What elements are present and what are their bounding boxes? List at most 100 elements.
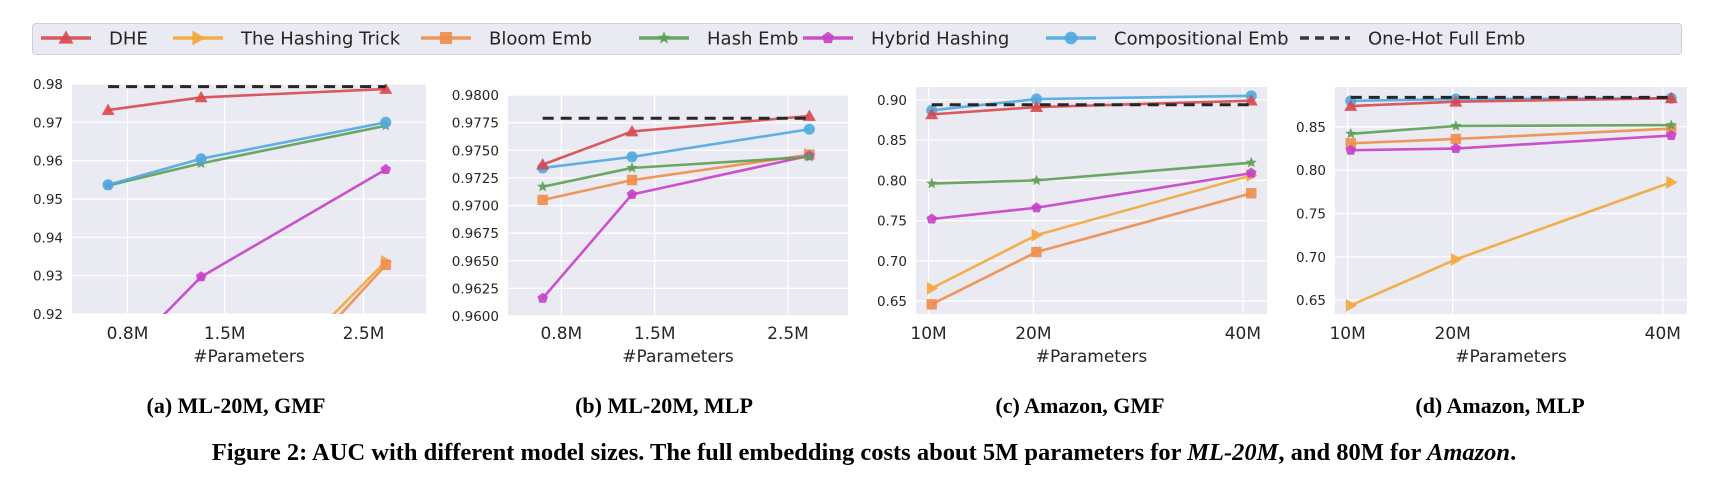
data-point-hash-emb: [803, 151, 815, 162]
caption-dataset-amazon: Amazon: [1427, 439, 1511, 466]
data-point-hybrid-hashing: [626, 188, 638, 199]
series-hybrid-hashing: [537, 150, 815, 303]
y-tick-label: 0.90: [877, 93, 907, 109]
data-point-dhe: [1344, 99, 1358, 111]
data-point-dhe: [625, 124, 639, 137]
data-point-hybrid-hashing: [380, 163, 391, 174]
x-tick-label: 40M: [1645, 324, 1681, 344]
y-tick-label: 0.9600: [452, 309, 499, 325]
subplot-a: 0.92 0.93 0.94 0.95 0.96 0.97 0.98 0.8M 1.5M 2.5M…: [33, 77, 426, 367]
series-group: [101, 84, 393, 314]
series-bloom-emb: [339, 259, 391, 314]
data-point-dhe: [536, 158, 550, 170]
caption-prefix: Figure 2: AUC with different model sizes…: [211, 439, 1188, 466]
legend-item-bloom-emb: Bloom Emb: [421, 29, 592, 50]
legend-marker-compositional-emb: [1064, 31, 1078, 45]
series-hash-emb: [926, 156, 1257, 189]
legend-label-dhe: DHE: [109, 29, 148, 50]
y-tick-label: 0.75: [877, 214, 907, 230]
subcaption-b: (b) ML-20M, MLP: [575, 393, 753, 418]
data-point-the-hashing-trick: [1666, 175, 1678, 189]
data-point-hash-emb: [537, 180, 549, 192]
caption-suffix: .: [1510, 439, 1517, 466]
series-group: [925, 90, 1258, 310]
plot-area: [1335, 87, 1687, 314]
data-point-hash-emb: [1030, 174, 1043, 186]
series-dhe: [536, 109, 816, 170]
legend-item-compositional-emb: Compositional Emb: [1046, 29, 1289, 50]
data-point-dhe: [925, 107, 939, 120]
data-point-dhe: [802, 109, 816, 121]
x-tick-label: 0.8M: [107, 324, 149, 344]
data-point-bloom-emb: [1246, 188, 1257, 199]
legend-item-the-hashing-trick: The Hashing Trick: [173, 29, 401, 50]
x-tick-label: 2.5M: [767, 324, 809, 344]
data-point-hybrid-hashing: [1450, 142, 1462, 153]
subplot-c: 0.65 0.70 0.75 0.80 0.85 0.90 10M 20M 40M #Parame…: [877, 87, 1267, 367]
legend-item-dhe: DHE: [41, 29, 148, 50]
legend-item-hash-emb: Hash Emb: [639, 29, 798, 50]
data-point-hash-emb: [1245, 156, 1257, 168]
x-tick-label: 10M: [1329, 324, 1365, 344]
legend-marker-dhe: [58, 30, 74, 44]
x-tick-label: 40M: [1225, 324, 1261, 344]
plot-area: [916, 87, 1267, 314]
y-tick-label: 0.9800: [452, 88, 499, 104]
y-tick-label: 0.85: [1296, 120, 1326, 136]
caption-dataset-ml20m: ML-20M: [1187, 439, 1279, 466]
y-tick-label: 0.80: [877, 173, 907, 189]
legend-label-compositional-emb: Compositional Emb: [1114, 29, 1289, 50]
x-axis-label: #Parameters: [1036, 347, 1148, 367]
y-tick-label: 0.9775: [452, 116, 499, 132]
x-tick-label: 2.5M: [343, 324, 385, 344]
y-tick-label: 0.70: [877, 254, 907, 270]
y-tick-label: 0.98: [33, 77, 63, 93]
subcaption-d: (d) Amazon, MLP: [1415, 393, 1585, 418]
data-point-compositional-emb: [803, 123, 815, 135]
data-point-hybrid-hashing: [1031, 202, 1042, 213]
y-tick-label: 0.9700: [452, 199, 499, 215]
data-point-the-hashing-trick: [1031, 228, 1043, 242]
data-point-hash-emb: [1665, 119, 1677, 130]
data-point-bloom-emb: [1666, 123, 1677, 134]
data-point-the-hashing-trick: [1450, 252, 1463, 266]
data-point-bloom-emb: [537, 194, 548, 206]
legend-marker-bloom-emb: [440, 32, 452, 44]
series-compositional-emb: [102, 116, 392, 191]
data-point-compositional-emb: [1030, 93, 1043, 105]
data-point-hybrid-hashing: [537, 292, 548, 303]
data-point-dhe: [1029, 100, 1043, 112]
series-hybrid-hashing: [1345, 129, 1677, 155]
data-point-bloom-emb: [1031, 246, 1042, 258]
y-tick-label: 0.85: [877, 133, 907, 149]
charts-svg: 0.92 0.93 0.94 0.95 0.96 0.97 0.98 0.8M 1.5M 2.5M…: [33, 77, 1687, 367]
legend-item-one-hot-full-emb: One-Hot Full Emb: [1300, 29, 1525, 50]
x-axis-label: #Parameters: [1455, 347, 1567, 367]
data-point-the-hashing-trick: [926, 281, 939, 295]
subplot-b: 0.9600 0.9625 0.9650 0.9675 0.9700 0.9725 0.97…: [452, 88, 848, 367]
legend-label-one-hot-full-emb: One-Hot Full Emb: [1368, 29, 1525, 50]
x-axis-label: #Parameters: [622, 347, 734, 367]
subcaption-c: (c) Amazon, GMF: [995, 393, 1165, 418]
data-point-hybrid-hashing: [1665, 129, 1677, 140]
series-bloom-emb: [1345, 123, 1677, 149]
x-tick-label: 10M: [910, 324, 946, 344]
data-point-compositional-emb: [195, 153, 207, 165]
legend-item-hybrid-hashing: Hybrid Hashing: [803, 29, 1009, 50]
chart-legend: DHE The Hashing Trick Bloom Emb Hash Emb Hyb…: [32, 23, 1682, 55]
series-hash-emb: [537, 151, 815, 192]
data-point-dhe: [1449, 95, 1463, 107]
data-point-hybrid-hashing: [926, 213, 937, 224]
y-tick-label: 0.93: [33, 269, 63, 285]
data-point-dhe: [1244, 94, 1258, 106]
x-tick-label: 1.5M: [204, 324, 246, 344]
data-point-hybrid-hashing: [195, 271, 207, 282]
data-point-hash-emb: [1450, 120, 1462, 131]
x-axis-label: #Parameters: [193, 347, 305, 367]
series-bloom-emb: [926, 188, 1257, 310]
x-tick-label: 20M: [1015, 324, 1051, 344]
data-point-the-hashing-trick: [1345, 298, 1358, 312]
data-point-dhe: [194, 90, 208, 103]
y-tick-label: 0.65: [1296, 293, 1326, 309]
y-tick-label: 0.9725: [452, 171, 499, 187]
